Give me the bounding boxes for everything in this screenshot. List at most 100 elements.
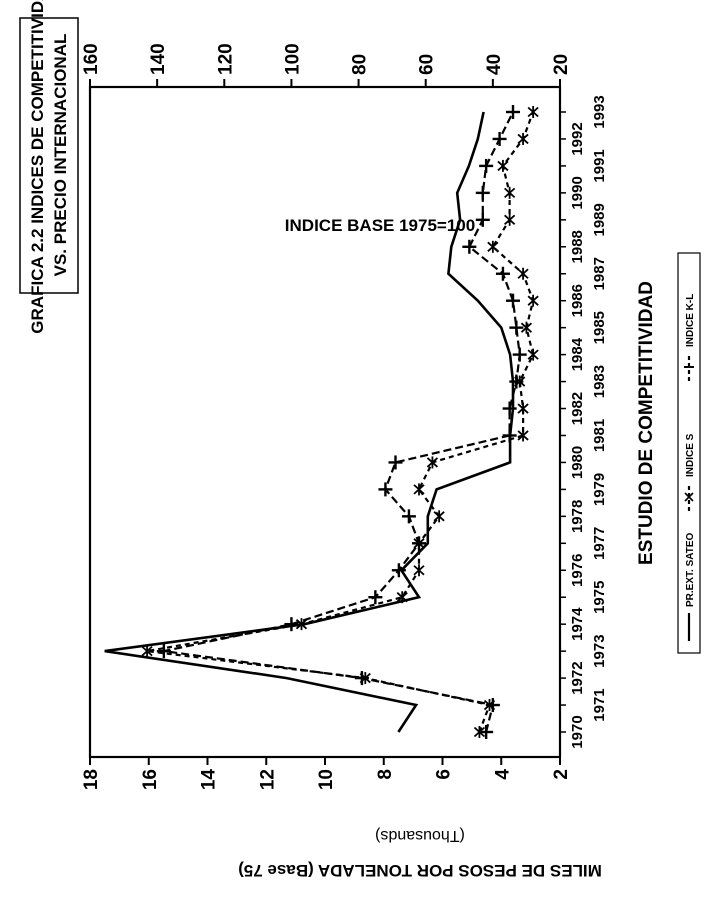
series-3-point [492, 131, 507, 146]
left-tick-label: 16 [140, 769, 161, 790]
x-tick-label: 1974 [569, 607, 586, 641]
left-tick-label: 2 [551, 769, 572, 780]
x-tick-label: 1982 [569, 392, 586, 425]
x-tick-label: 1981 [591, 419, 608, 452]
series-3-point [502, 428, 517, 443]
series-2-point [396, 591, 408, 604]
legend-label-3: INDICE K-L [685, 294, 696, 347]
series-3-point [479, 725, 494, 739]
x-tick-label: 1986 [569, 284, 586, 317]
ast-d2 [487, 241, 499, 252]
right-tick-label: 60 [417, 54, 438, 75]
ast-d2 [517, 268, 529, 279]
ast-d2 [504, 187, 516, 199]
x-tick-label: 1975 [591, 581, 608, 614]
chart-title-line2: VS. PRECIO INTERNACIONAL [51, 34, 70, 277]
ast-d2 [517, 430, 529, 441]
right-tick-label: 120 [215, 43, 236, 75]
ast-d2 [527, 295, 539, 306]
left-tick-label: 12 [257, 769, 278, 790]
series-2-point [520, 321, 533, 334]
x-tick-label: 1990 [569, 176, 586, 209]
x-tick-label: 1972 [569, 661, 586, 694]
series-2-point [141, 645, 153, 658]
series-2-point [517, 267, 529, 280]
left-tick-label: 4 [492, 769, 513, 780]
series-3-point [354, 671, 369, 686]
legend-label-1: PR.EXT. SATEO [685, 533, 696, 607]
series-3-point [479, 158, 494, 173]
left-tick-label: 6 [434, 769, 455, 780]
series-2-point [413, 564, 425, 577]
left-tick-label: 8 [375, 769, 396, 780]
series-3-point [506, 293, 520, 308]
left-tick-label: 18 [81, 769, 102, 790]
series-2-point [527, 294, 539, 307]
series-3-point [391, 563, 406, 578]
series-3-point [284, 617, 299, 632]
x-tick-label: 1984 [569, 337, 586, 371]
x-tick-label: 1983 [591, 365, 608, 398]
series-2-point [517, 402, 529, 415]
x-tick-label: 1991 [591, 149, 608, 182]
left-tick-label: 10 [316, 769, 337, 790]
right-axis: 20 40 60 80 100 120 140 160 [81, 43, 572, 87]
ast-d2 [497, 160, 509, 172]
series-3-point [512, 347, 527, 362]
series-3-point [412, 536, 426, 551]
x-tick-label: 1979 [591, 473, 608, 506]
series-3-point [401, 509, 416, 524]
series-2-point [504, 213, 516, 226]
series-3-point [509, 320, 524, 335]
x-tick-label: 1971 [591, 688, 608, 721]
right-tick-label: 80 [350, 54, 371, 75]
x-tick-label: 1978 [569, 500, 586, 533]
legend-marker-ast [684, 492, 694, 502]
x-tick-label: 1977 [591, 527, 608, 560]
ast-d2 [413, 565, 425, 576]
series-3-point [156, 644, 171, 659]
series-2-point [527, 348, 539, 361]
right-tick-label: 100 [282, 43, 303, 75]
x-tick-label: 1985 [591, 311, 608, 344]
left-axis: 2 4 6 8 10 12 14 16 18 [81, 757, 572, 790]
series-2-point [497, 159, 509, 172]
plot-area [88, 85, 562, 759]
x-axis-label: ESTUDIO DE COMPETITIVIDAD [636, 281, 657, 565]
series-3-point [509, 374, 524, 389]
left-axis-unit: (Thousands) [375, 827, 465, 844]
x-tick-label: 1980 [569, 446, 586, 479]
series-2-point [413, 483, 425, 496]
ast-d2 [517, 403, 529, 414]
series-2-point [433, 510, 445, 523]
series-2-point [504, 186, 516, 199]
ast-d2 [517, 133, 529, 145]
series-3-point [485, 698, 500, 713]
right-tick-label: 40 [484, 54, 505, 75]
x-tick-label: 1988 [569, 230, 586, 263]
series-3-point [475, 185, 490, 200]
ast-d2 [396, 592, 408, 603]
x-tick-label: 1987 [591, 257, 608, 290]
left-tick-label: 14 [199, 769, 220, 791]
series-2-point [517, 132, 529, 145]
right-tick-label: 20 [551, 54, 572, 75]
series-3-point [475, 212, 490, 227]
series-3-point [462, 239, 477, 254]
ast-d2 [141, 645, 153, 657]
chart-title-line1: GRAFICA 2.2 INDICES DE COMPETITIVIDAD [28, 0, 47, 334]
x-tick-label: 1973 [591, 634, 608, 667]
left-axis-label: MILES DE PESOS POR TONELADA (Base 75) [238, 861, 602, 880]
ast-d2 [426, 457, 439, 468]
ast-d2 [520, 322, 533, 333]
series-3-point [495, 266, 510, 281]
right-tick-label: 160 [81, 43, 102, 75]
series-3-point [502, 401, 517, 416]
series-3-point [368, 590, 383, 605]
x-tick-label: 1993 [591, 95, 608, 128]
right-tick-label: 140 [148, 43, 169, 75]
series-line-2 [146, 111, 535, 733]
series-layer [104, 105, 539, 739]
series-3-point [388, 455, 403, 470]
x-tick-label: 1989 [591, 203, 608, 236]
